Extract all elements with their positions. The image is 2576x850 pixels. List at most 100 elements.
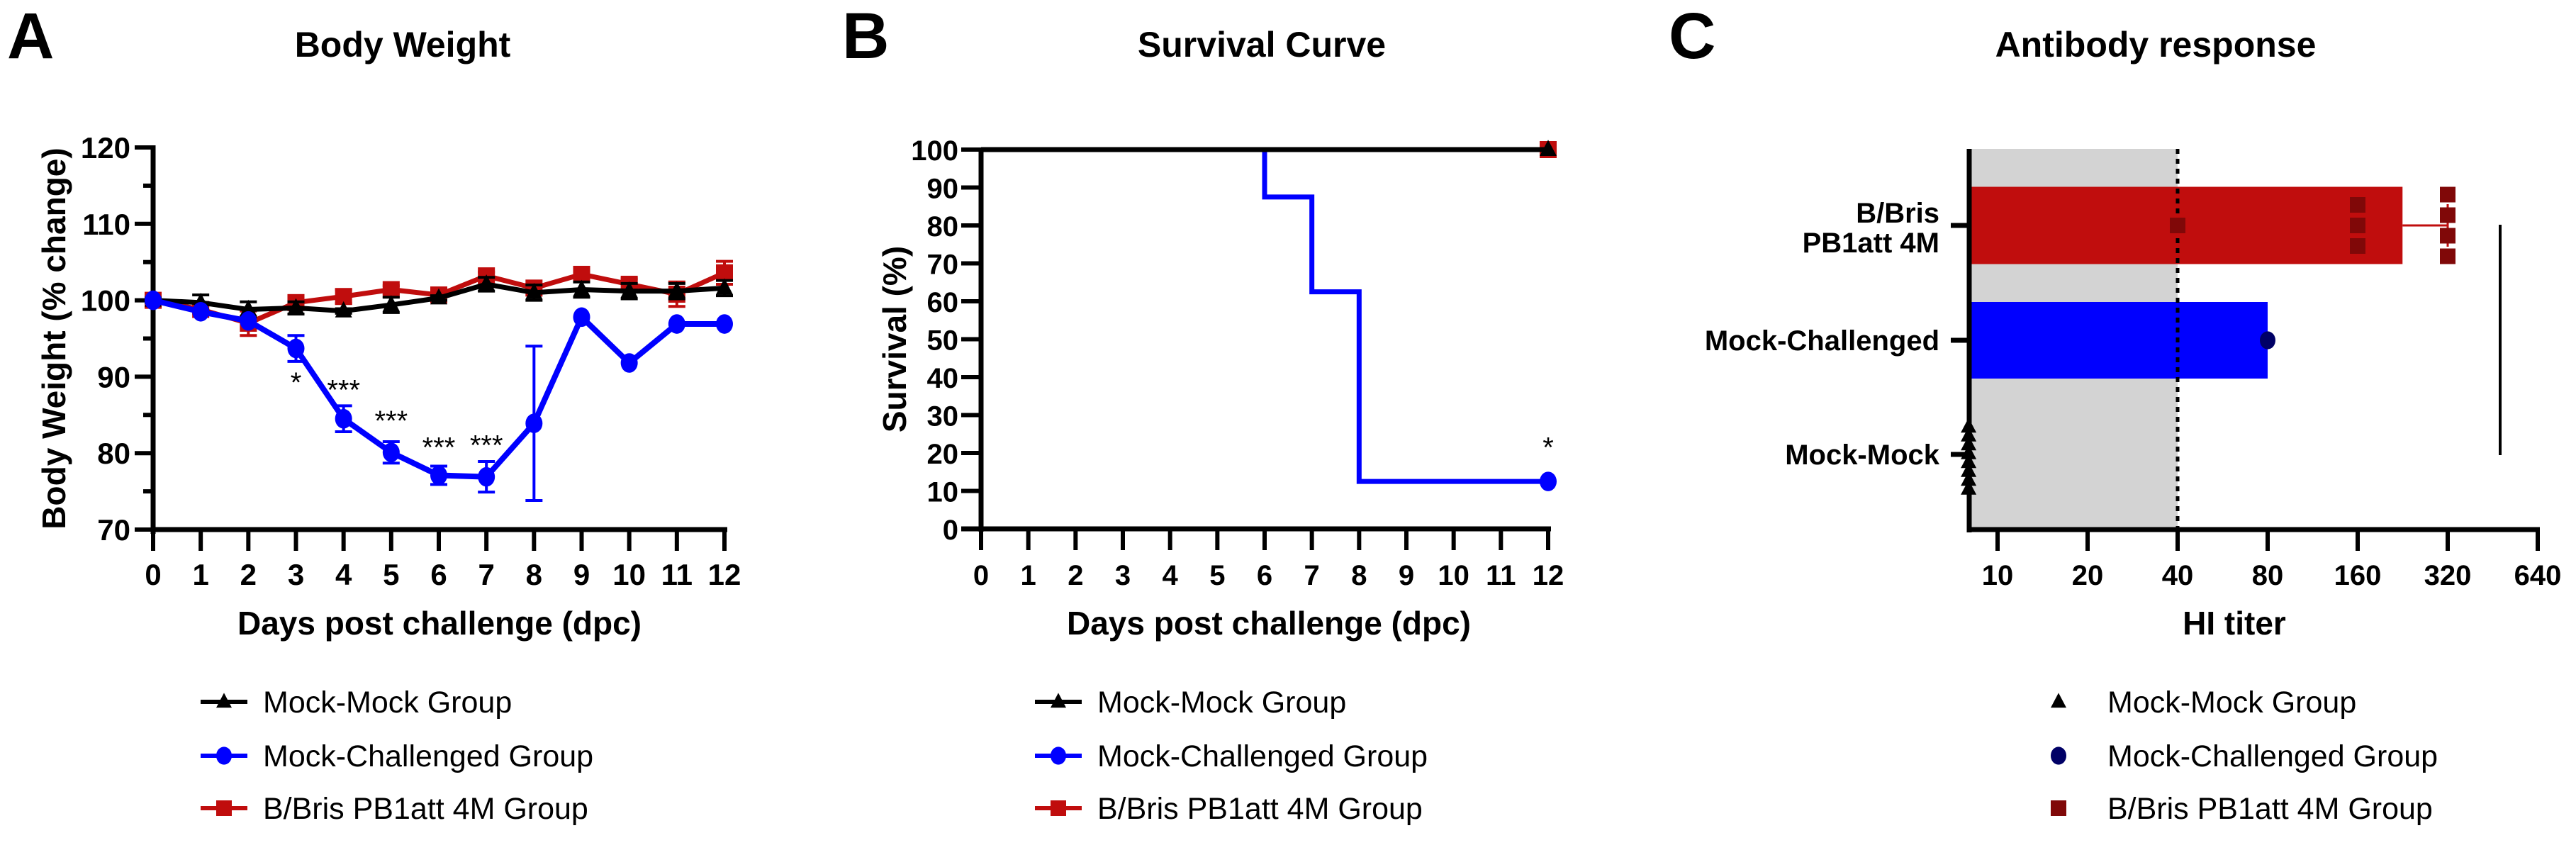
data-point — [2440, 228, 2455, 244]
x-tick-label: 8 — [526, 558, 542, 591]
data-point — [335, 408, 352, 429]
category-label: Mock-Challenged — [1705, 325, 1939, 357]
bar — [1969, 302, 2268, 379]
x-tick-label: 6 — [430, 558, 447, 591]
category-label: B/Bris — [1856, 198, 1939, 229]
y-tick-label: 110 — [82, 208, 130, 241]
data-point — [2170, 218, 2185, 233]
y-axis-label: Body Weight (% change) — [35, 147, 72, 529]
panel-letter-b: B — [842, 0, 889, 72]
significance-annotation: * — [1542, 432, 1554, 463]
category-label: Mock-Mock — [1785, 440, 1940, 471]
significance-annotation: *** — [422, 432, 456, 464]
survival-step-line — [981, 147, 1548, 484]
x-tick-label: 320 — [2424, 560, 2472, 591]
data-point — [573, 307, 590, 328]
data-point — [2260, 331, 2275, 349]
y-tick-label: 100 — [81, 284, 130, 318]
legend-marker-triangle — [2051, 693, 2066, 708]
x-tick-label: 10 — [1438, 560, 1469, 591]
x-tick-label: 1 — [192, 558, 208, 591]
significance-annotation: *** — [327, 375, 360, 406]
data-point — [478, 274, 495, 291]
data-point — [2440, 248, 2455, 264]
x-tick-label: 10 — [612, 558, 646, 591]
x-tick-label: 9 — [1399, 560, 1414, 591]
data-point — [668, 281, 685, 298]
data-point — [716, 278, 733, 295]
legend-label: B/Bris PB1att 4M Group — [2107, 792, 2433, 826]
data-point — [716, 314, 733, 334]
data-point — [430, 465, 447, 486]
x-axis-label: Days post challenge (dpc) — [1067, 605, 1471, 642]
significance-annotation: *** — [470, 430, 503, 461]
data-point — [668, 314, 685, 334]
legend-marker-triangle — [1051, 693, 1066, 708]
end-point — [1540, 471, 1557, 491]
data-point — [620, 281, 638, 298]
x-tick-label: 160 — [2334, 560, 2382, 591]
legend-marker-triangle — [216, 693, 232, 708]
x-tick-label: 2 — [1068, 560, 1083, 591]
data-point — [335, 301, 352, 318]
y-tick-label: 20 — [927, 439, 959, 470]
y-tick-label: 60 — [927, 287, 959, 318]
data-point — [240, 311, 257, 331]
legend-marker-circle — [1051, 746, 1066, 765]
title-a: Body Weight — [295, 25, 511, 65]
data-point — [478, 466, 495, 487]
legend-label: Mock-Challenged Group — [1097, 739, 1428, 773]
y-tick-label: 10 — [927, 477, 959, 508]
data-point — [2350, 197, 2365, 213]
legend-marker-circle — [216, 746, 232, 765]
panel-letter-c: C — [1669, 0, 1715, 72]
y-tick-label: 50 — [927, 325, 959, 357]
x-tick-label: 6 — [1257, 560, 1272, 591]
x-tick-label: 3 — [1115, 560, 1131, 591]
x-tick-label: 7 — [478, 558, 494, 591]
significance-annotation: * — [291, 367, 302, 398]
data-point — [287, 338, 305, 359]
x-tick-label: 5 — [1209, 560, 1225, 591]
x-tick-label: 2 — [240, 558, 257, 591]
x-tick-label: 40 — [2162, 560, 2194, 591]
data-point — [620, 353, 638, 373]
x-tick-label: 12 — [1533, 560, 1564, 591]
bar — [1969, 186, 2403, 264]
legend-marker-square — [1051, 800, 1066, 816]
data-point — [2350, 218, 2365, 233]
data-point — [2350, 238, 2365, 254]
legend-marker-square — [216, 800, 232, 816]
data-point — [2440, 207, 2455, 223]
panel-letter-a: A — [7, 0, 54, 72]
y-tick-label: 90 — [927, 174, 959, 205]
y-tick-label: 70 — [97, 513, 130, 547]
data-point — [145, 290, 162, 311]
y-tick-label: 100 — [911, 135, 958, 167]
significance-annotation: *** — [374, 406, 408, 437]
data-point — [525, 283, 543, 299]
legend-label: B/Bris PB1att 4M Group — [1097, 792, 1423, 826]
data-point — [192, 301, 210, 322]
y-tick-label: 70 — [927, 250, 959, 281]
x-tick-label: 7 — [1304, 560, 1320, 591]
y-tick-label: 30 — [927, 401, 959, 432]
legends: Mock-Mock Group Mock-Challenged Group B/Br… — [201, 686, 2438, 826]
legend-marker-circle — [2051, 746, 2066, 765]
category-label: PB1att 4M — [1803, 228, 1939, 259]
x-tick-label: 0 — [145, 558, 161, 591]
end-point — [1540, 140, 1557, 156]
title-b: Survival Curve — [1138, 25, 1386, 65]
x-tick-label: 9 — [573, 558, 590, 591]
x-tick-label: 4 — [335, 558, 352, 591]
x-tick-label: 11 — [661, 558, 693, 591]
y-tick-label: 90 — [97, 360, 130, 393]
x-tick-label: 1 — [1021, 560, 1036, 591]
y-tick-label: 0 — [943, 515, 958, 546]
legend-marker-square — [2051, 800, 2066, 816]
x-tick-label: 12 — [708, 558, 741, 591]
